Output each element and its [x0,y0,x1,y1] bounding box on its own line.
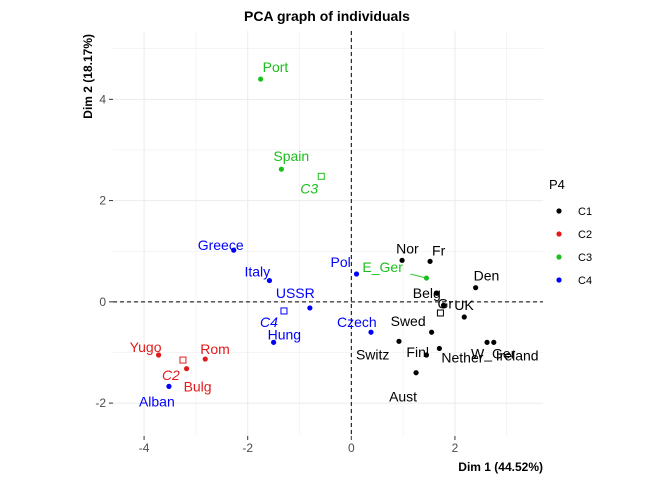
point-w-ger [484,339,490,345]
point-fr [427,258,433,264]
point-e-ger [423,275,430,281]
point-gr [440,302,447,308]
point-label-uk: UK [454,297,474,313]
point-label-belg: Belg [413,285,441,301]
point-label-hung: Hung [268,326,301,342]
point-yugo [155,352,162,358]
point-label-greece: Greece [198,237,244,253]
legend-key-c4 [556,277,562,283]
x-tick-label: 0 [348,441,355,455]
axis-ticks: -4 -2 0 2 -2 0 2 4 [95,92,458,455]
point-switz [396,338,402,344]
y-tick-label: 0 [99,295,106,309]
centroid-c3 [317,172,325,180]
point-bulg [183,366,190,372]
point-label-swed: Swed [391,313,426,329]
point-label-finl: Finl [406,344,429,360]
point-uk [461,314,467,320]
centroid-c4 [280,307,288,315]
x-axis-title: Dim 1 (44.52%) [458,460,543,474]
point-label-spain: Spain [273,148,309,164]
legend-label-c1: C1 [578,206,592,218]
point-label-aust: Aust [389,389,417,405]
point-label-pol: Pol [330,254,350,270]
point-port [258,76,264,82]
point-label-ireland: Ireland [496,347,539,363]
point-label-w-ger: W_Ger [471,345,516,361]
point-spain [278,166,284,172]
legend-label-c3: C3 [578,252,592,264]
label-connector-e-ger [410,273,427,279]
point-label-yugo: Yugo [130,339,162,355]
point-label-rom: Rom [200,341,230,357]
point-aust [413,370,419,376]
y-axis-title: Dim 2 (18.17%) [81,34,95,119]
point-label-nether: Nether [441,349,483,365]
point-rom [202,356,208,362]
legend-label-c4: C4 [578,275,592,287]
centroid-c1 [436,309,444,317]
point-hung [271,339,277,345]
point-alban [166,383,172,389]
x-tick-label: 2 [452,441,459,455]
x-tick-label: -4 [139,441,150,455]
point-belg [434,290,440,296]
point-label-den: Den [474,268,500,284]
y-tick-label: -2 [95,396,106,410]
legend-key-c1 [556,208,562,214]
point-label-nor: Nor [396,240,419,256]
point-nor [399,257,405,263]
centroid-c2 [179,356,187,364]
legend-key-c3 [556,254,562,260]
legend-label-c2: C2 [578,229,592,241]
point-label-port: Port [263,59,289,75]
label-connectors [410,273,427,279]
centroid-label-c3: C3 [300,180,318,196]
point-label-fr: Fr [432,242,446,258]
centroid-label-c4: C4 [260,314,278,330]
point-ireland [491,339,497,345]
point-czech [368,329,374,335]
point-label-ussr: USSR [276,285,315,301]
chart-title: PCA graph of individuals [244,8,410,24]
grid-minor [113,31,543,436]
point-greece [231,247,237,253]
x-tick-label: -2 [242,441,253,455]
point-label-gr: Gr [438,295,454,311]
point-nether [436,345,442,352]
point-label-bulg: Bulg [184,379,212,395]
point-pol [353,271,360,277]
point-label-switz: Switz [356,346,389,362]
reference-lines [113,31,543,436]
point-label-e-ger: E_Ger [362,259,403,275]
point-italy [266,277,273,284]
point-label-alban: Alban [139,393,175,409]
centroids-layer [179,172,444,364]
points-layer [155,76,497,389]
legend: P4 C1 C2 C3 C4 [549,177,592,287]
y-tick-label: 2 [99,194,106,208]
centroid-label-c2: C2 [162,367,180,383]
point-den [473,285,479,291]
point-finl [423,352,430,358]
y-tick-label: 4 [99,92,106,106]
legend-title: P4 [549,177,565,192]
legend-key-c2 [556,231,562,237]
point-swed [429,329,435,335]
point-ussr [307,305,313,311]
point-label-czech: Czech [337,314,377,330]
point-label-italy: Italy [244,264,270,280]
